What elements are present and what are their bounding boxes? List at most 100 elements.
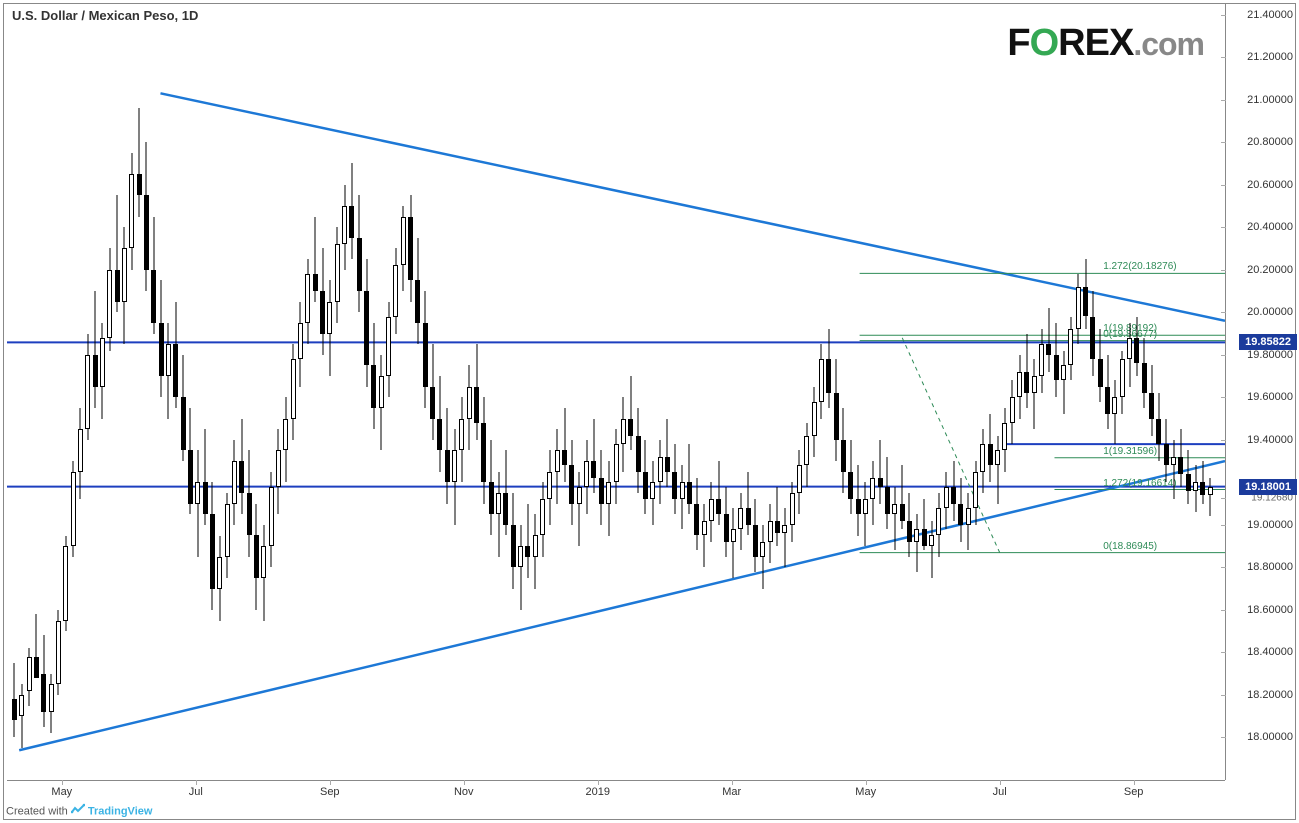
y-tick-label: 21.20000 [1247,51,1293,63]
candle [93,291,98,408]
candle [658,440,663,504]
candle [804,423,809,487]
candle [591,419,596,493]
xaxis-separator [7,780,1225,781]
candle [525,504,530,578]
candle [643,440,648,514]
candle [100,323,105,419]
candle [195,450,200,556]
candle [1046,308,1051,372]
y-tick-label: 18.20000 [1247,689,1293,701]
candle [1112,380,1117,444]
x-tick-label: Sep [1124,786,1144,798]
candle [973,461,978,525]
y-tick-label: 20.20000 [1247,264,1293,276]
candle [885,457,890,529]
fib-label: 1.272(20.18276) [1103,261,1176,272]
candle [401,206,406,291]
x-tick-label: Jul [993,786,1007,798]
tradingview-icon [71,803,85,820]
candle [503,450,508,535]
candle [569,440,574,525]
candle [599,450,604,524]
candle [665,419,670,487]
candle [628,376,633,450]
x-tick [330,780,331,785]
y-tick-label: 20.40000 [1247,221,1293,233]
y-tick [1221,440,1226,441]
candle [746,472,751,536]
candle [826,329,831,408]
footer-brand: TradingView [88,805,153,817]
candle [364,259,369,387]
candle [1120,351,1125,415]
candle [768,504,773,564]
candle [1208,478,1213,516]
x-tick-label: Sep [320,786,340,798]
candle [357,195,362,312]
candle [232,440,237,525]
chart-container: U.S. Dollar / Mexican Peso, 1D FOREX.com… [0,0,1299,823]
candle [1127,323,1132,387]
candle [1002,408,1007,472]
candle [1054,323,1059,397]
candle [988,414,993,482]
y-tick [1221,270,1226,271]
candle [298,302,303,387]
candle [122,227,127,344]
candle [914,514,919,571]
candle [1105,355,1110,429]
candle [577,472,582,546]
candle [71,461,76,557]
y-tick-label: 21.00000 [1247,94,1293,106]
candle [445,408,450,504]
candle [217,536,222,621]
candle [621,397,626,471]
candle [452,429,457,525]
candle [731,508,736,578]
candle [841,408,846,493]
candle [19,684,24,748]
candle [922,499,927,550]
candle [533,514,538,588]
candle [1149,365,1154,435]
candle [78,408,83,499]
candle [878,440,883,504]
candle [276,429,281,514]
x-tick-label: May [855,786,876,798]
x-tick [1134,780,1135,785]
candle [151,217,156,334]
candle [1178,429,1183,486]
candle [496,472,501,557]
candle [474,344,479,440]
candle [995,436,1000,504]
y-tick [1221,695,1226,696]
candle [49,674,54,734]
candle [724,487,729,557]
candle [459,397,464,482]
candle [291,344,296,440]
candle [753,499,758,571]
candle [107,248,112,350]
candle [958,478,963,542]
candle [1090,291,1095,376]
y-tick [1221,142,1226,143]
footer: Created with TradingView [6,803,152,820]
y-tick [1221,397,1226,398]
x-tick-label: 2019 [585,786,609,798]
candle [907,493,912,557]
candle [173,302,178,408]
x-tick-label: May [51,786,72,798]
y-tick-label: 20.60000 [1247,179,1293,191]
candle [12,663,17,737]
candle [606,461,611,535]
y-tick [1221,100,1226,101]
candle [144,142,149,291]
x-tick [866,780,867,785]
candle [944,472,949,529]
candle [247,450,252,556]
fib-label: 1(19.31596) [1103,446,1157,457]
candle [393,248,398,333]
candle [423,291,428,408]
y-tick [1221,525,1226,526]
